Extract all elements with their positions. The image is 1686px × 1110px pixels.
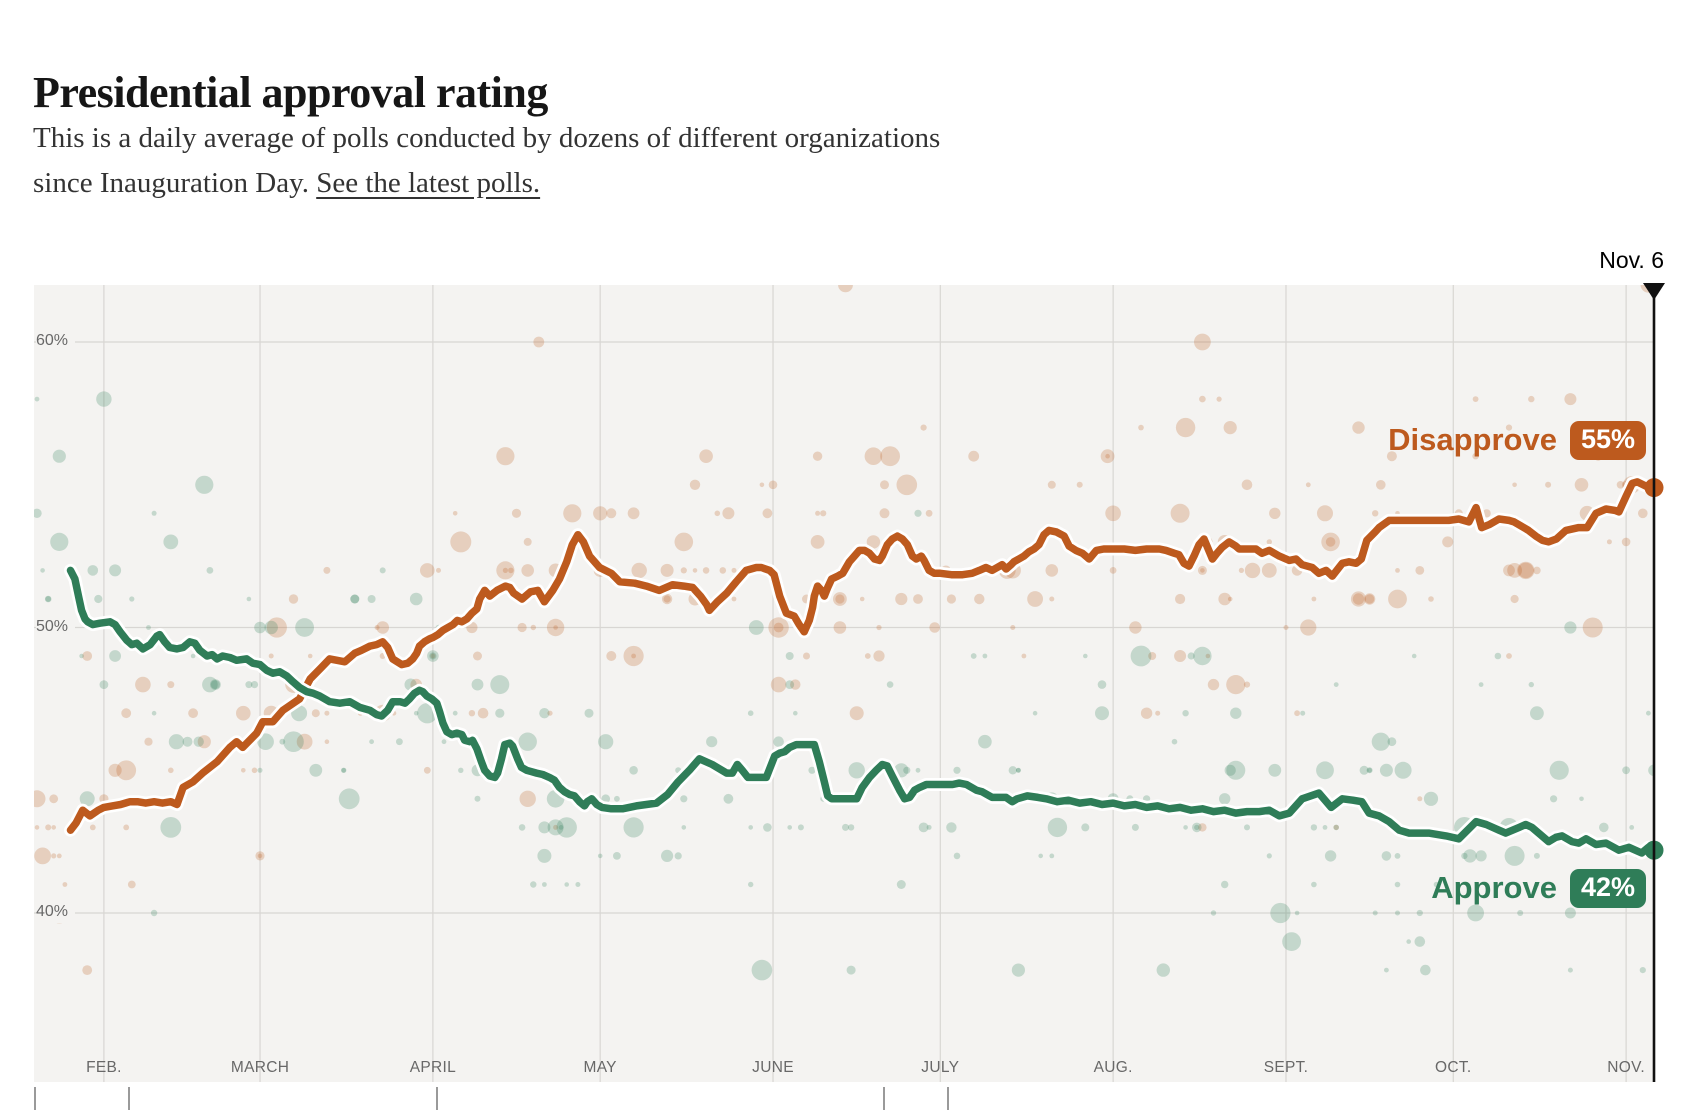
x-axis-label-march: MARCH bbox=[230, 1059, 290, 1076]
x-axis-label-april: APRIL bbox=[409, 1059, 457, 1076]
approve-label: Approve 42% bbox=[1431, 869, 1646, 908]
approve-label-text: Approve bbox=[1431, 870, 1557, 906]
disapprove-label: Disapprove 55% bbox=[1388, 421, 1646, 460]
chart-subtitle: This is a daily average of polls conduct… bbox=[33, 116, 1283, 206]
latest-polls-link[interactable]: See the latest polls. bbox=[316, 167, 541, 199]
x-axis-label-may: MAY bbox=[583, 1059, 617, 1076]
y-axis-label-40: 40% bbox=[36, 901, 76, 923]
bottom-edge-tick bbox=[128, 1087, 130, 1110]
disapprove-label-text: Disapprove bbox=[1388, 422, 1557, 458]
x-axis-label-aug: AUG. bbox=[1093, 1059, 1133, 1076]
gridlines bbox=[34, 285, 1654, 1082]
x-axis-label-oct: OCT. bbox=[1435, 1059, 1472, 1076]
y-axis-label-50: 50% bbox=[36, 615, 76, 638]
poll-scatter-dots bbox=[34, 285, 1654, 981]
subtitle-line1: This is a daily average of polls conduct… bbox=[33, 122, 941, 154]
page-title: Presidential approval rating bbox=[33, 68, 548, 118]
x-axis-label-nov: NOV. bbox=[1607, 1059, 1645, 1076]
bottom-edge-tick bbox=[883, 1087, 885, 1110]
latest-date-label: Nov. 6 bbox=[1599, 247, 1664, 273]
plot-background bbox=[34, 285, 1654, 1082]
disapprove-value-badge: 55% bbox=[1569, 421, 1646, 460]
bottom-edge-tick bbox=[34, 1087, 36, 1110]
bottom-edge-tick bbox=[947, 1087, 949, 1110]
bottom-edge-tick bbox=[436, 1087, 438, 1110]
latest-date-marker bbox=[1643, 283, 1665, 1082]
approve-line bbox=[64, 563, 1664, 860]
y-axis-label-60: 60% bbox=[36, 330, 76, 352]
x-axis-label-july: JULY bbox=[921, 1059, 960, 1076]
x-axis-label-feb: FEB. bbox=[86, 1059, 122, 1076]
x-axis-label-sept: SEPT. bbox=[1263, 1059, 1309, 1076]
approve-value-badge: 42% bbox=[1569, 869, 1646, 908]
x-axis-label-june: JUNE bbox=[752, 1059, 794, 1076]
subtitle-line2: since Inauguration Day. bbox=[33, 167, 317, 199]
